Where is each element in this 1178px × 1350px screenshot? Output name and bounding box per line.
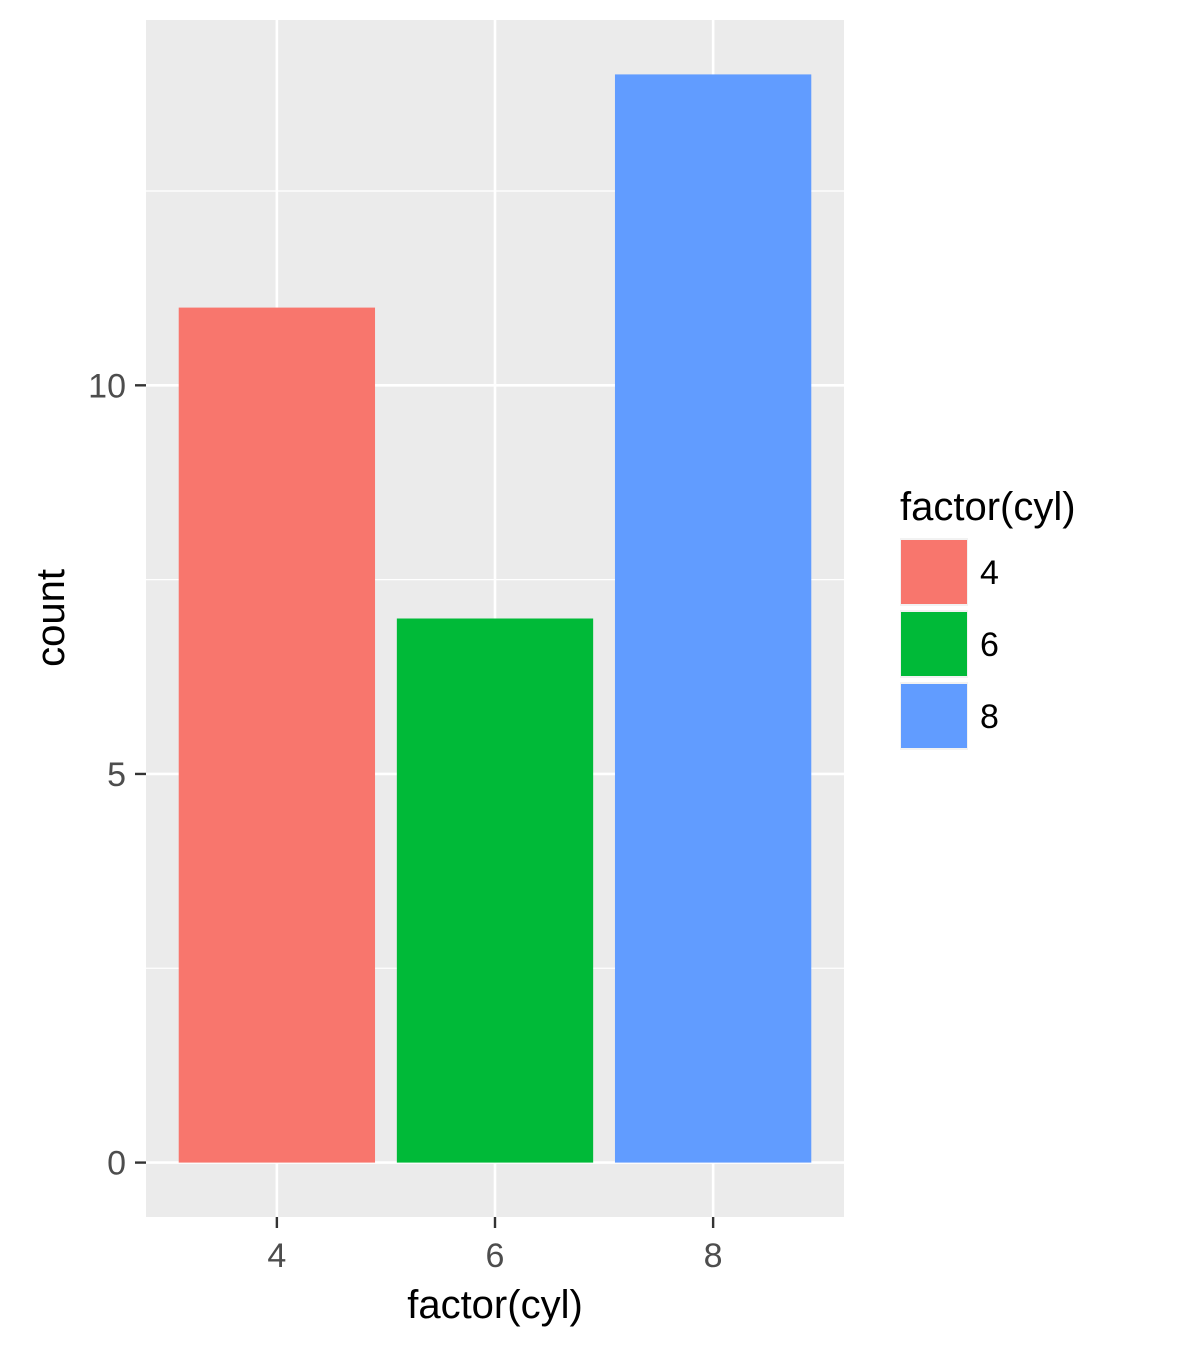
legend-label: 4: [980, 554, 999, 592]
x-axis: 4 6 8: [267, 1217, 723, 1275]
y-axis: 0 5 10: [88, 367, 146, 1183]
x-tick-label: 8: [704, 1237, 723, 1275]
bars: [178, 74, 812, 1163]
x-tick-label: 6: [486, 1237, 505, 1275]
bar-8: [614, 74, 812, 1163]
legend: factor(cyl) 4 6 8: [900, 485, 1076, 750]
legend-swatch-4: [901, 540, 967, 604]
y-tick-label: 5: [107, 756, 126, 794]
y-axis-title: count: [29, 569, 73, 667]
legend-swatch-6: [901, 612, 967, 676]
x-axis-title: factor(cyl): [407, 1283, 583, 1327]
legend-label: 6: [980, 626, 999, 664]
y-tick-label: 10: [88, 367, 126, 405]
x-tick-label: 4: [267, 1237, 286, 1275]
y-tick-label: 0: [107, 1145, 126, 1183]
legend-keys: 4 6 8: [900, 538, 999, 750]
bar-4: [178, 307, 376, 1163]
bar-6: [396, 618, 594, 1163]
legend-label: 8: [980, 698, 999, 736]
legend-title: factor(cyl): [900, 485, 1076, 529]
legend-swatch-8: [901, 684, 967, 748]
